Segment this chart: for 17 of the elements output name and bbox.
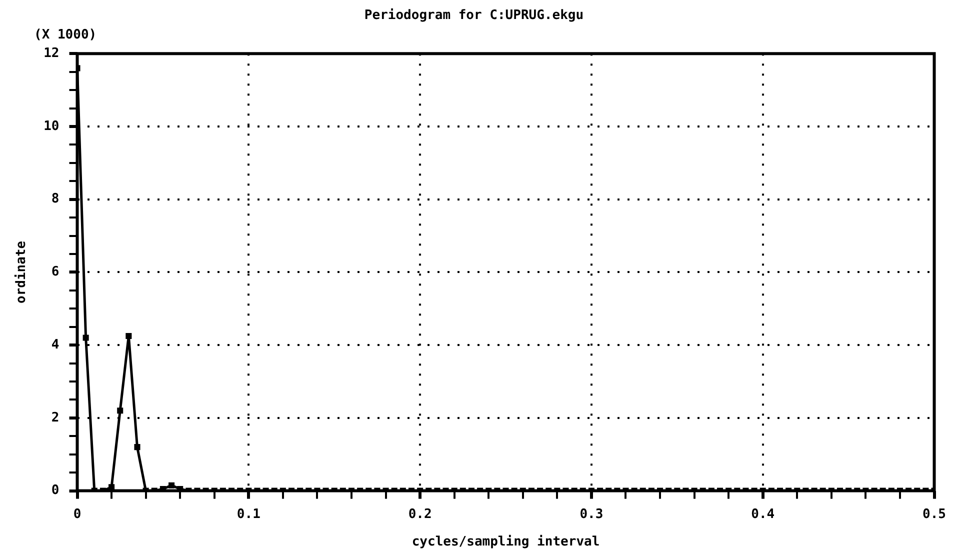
y-tick-label: 2 [51, 410, 60, 426]
y-tick-label: 12 [44, 46, 60, 61]
y-tick-label: 8 [51, 192, 60, 207]
text: (X 1000) [34, 27, 97, 42]
x-tick-label: 0.5 [922, 506, 946, 522]
chart-title: Periodogram for C:UPRUG.ekgu [364, 8, 584, 24]
x-tick-label: 0.3 [580, 506, 604, 522]
y-tick-label: 6 [51, 264, 60, 280]
y-tick-label: 4 [51, 337, 60, 352]
x-tick-label: 0.2 [408, 506, 432, 522]
y-tick-label: 10 [44, 118, 60, 134]
x-axis-title: cycles/sampling interval [412, 534, 600, 550]
x-tick-label: 0 [73, 506, 82, 522]
y-tick-label: 0 [51, 483, 60, 498]
y-axis-title: ordinate [14, 240, 30, 304]
x-tick-label: 0.1 [236, 506, 261, 522]
x-tick-label: 0.4 [751, 506, 775, 522]
